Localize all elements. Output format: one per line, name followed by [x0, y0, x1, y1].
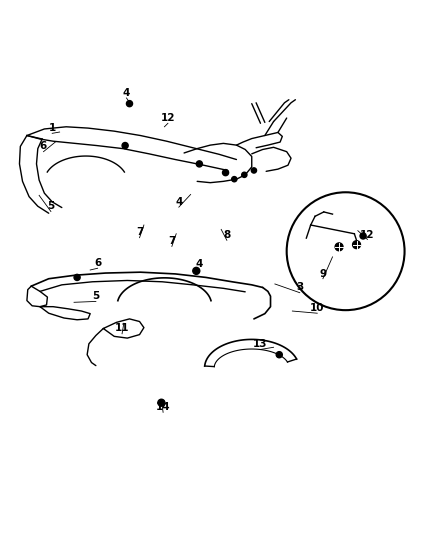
- Text: 9: 9: [319, 269, 326, 279]
- Circle shape: [276, 352, 283, 358]
- Text: 12: 12: [360, 230, 374, 240]
- Circle shape: [74, 274, 80, 280]
- Text: 3: 3: [296, 282, 304, 293]
- Text: 4: 4: [196, 260, 203, 269]
- Circle shape: [232, 176, 237, 182]
- Circle shape: [127, 101, 133, 107]
- Text: 8: 8: [223, 230, 230, 240]
- Circle shape: [122, 142, 128, 149]
- Text: 1: 1: [49, 123, 56, 133]
- Circle shape: [196, 161, 202, 167]
- Circle shape: [193, 268, 200, 274]
- Circle shape: [223, 169, 229, 176]
- Text: 4: 4: [123, 88, 130, 98]
- Circle shape: [251, 168, 257, 173]
- Text: 7: 7: [136, 228, 143, 237]
- Text: 6: 6: [94, 258, 101, 268]
- Text: 12: 12: [161, 113, 175, 123]
- Text: 4: 4: [175, 197, 183, 207]
- Text: 5: 5: [92, 291, 99, 301]
- Circle shape: [158, 399, 165, 406]
- Circle shape: [360, 233, 366, 239]
- Text: 13: 13: [253, 339, 268, 349]
- Text: 10: 10: [310, 303, 325, 313]
- Circle shape: [335, 243, 343, 251]
- Text: 7: 7: [168, 236, 176, 246]
- Text: 11: 11: [115, 324, 129, 334]
- Circle shape: [353, 241, 360, 248]
- Circle shape: [242, 172, 247, 177]
- Text: 5: 5: [47, 201, 54, 211]
- Text: 6: 6: [40, 141, 47, 151]
- Text: 14: 14: [156, 402, 170, 412]
